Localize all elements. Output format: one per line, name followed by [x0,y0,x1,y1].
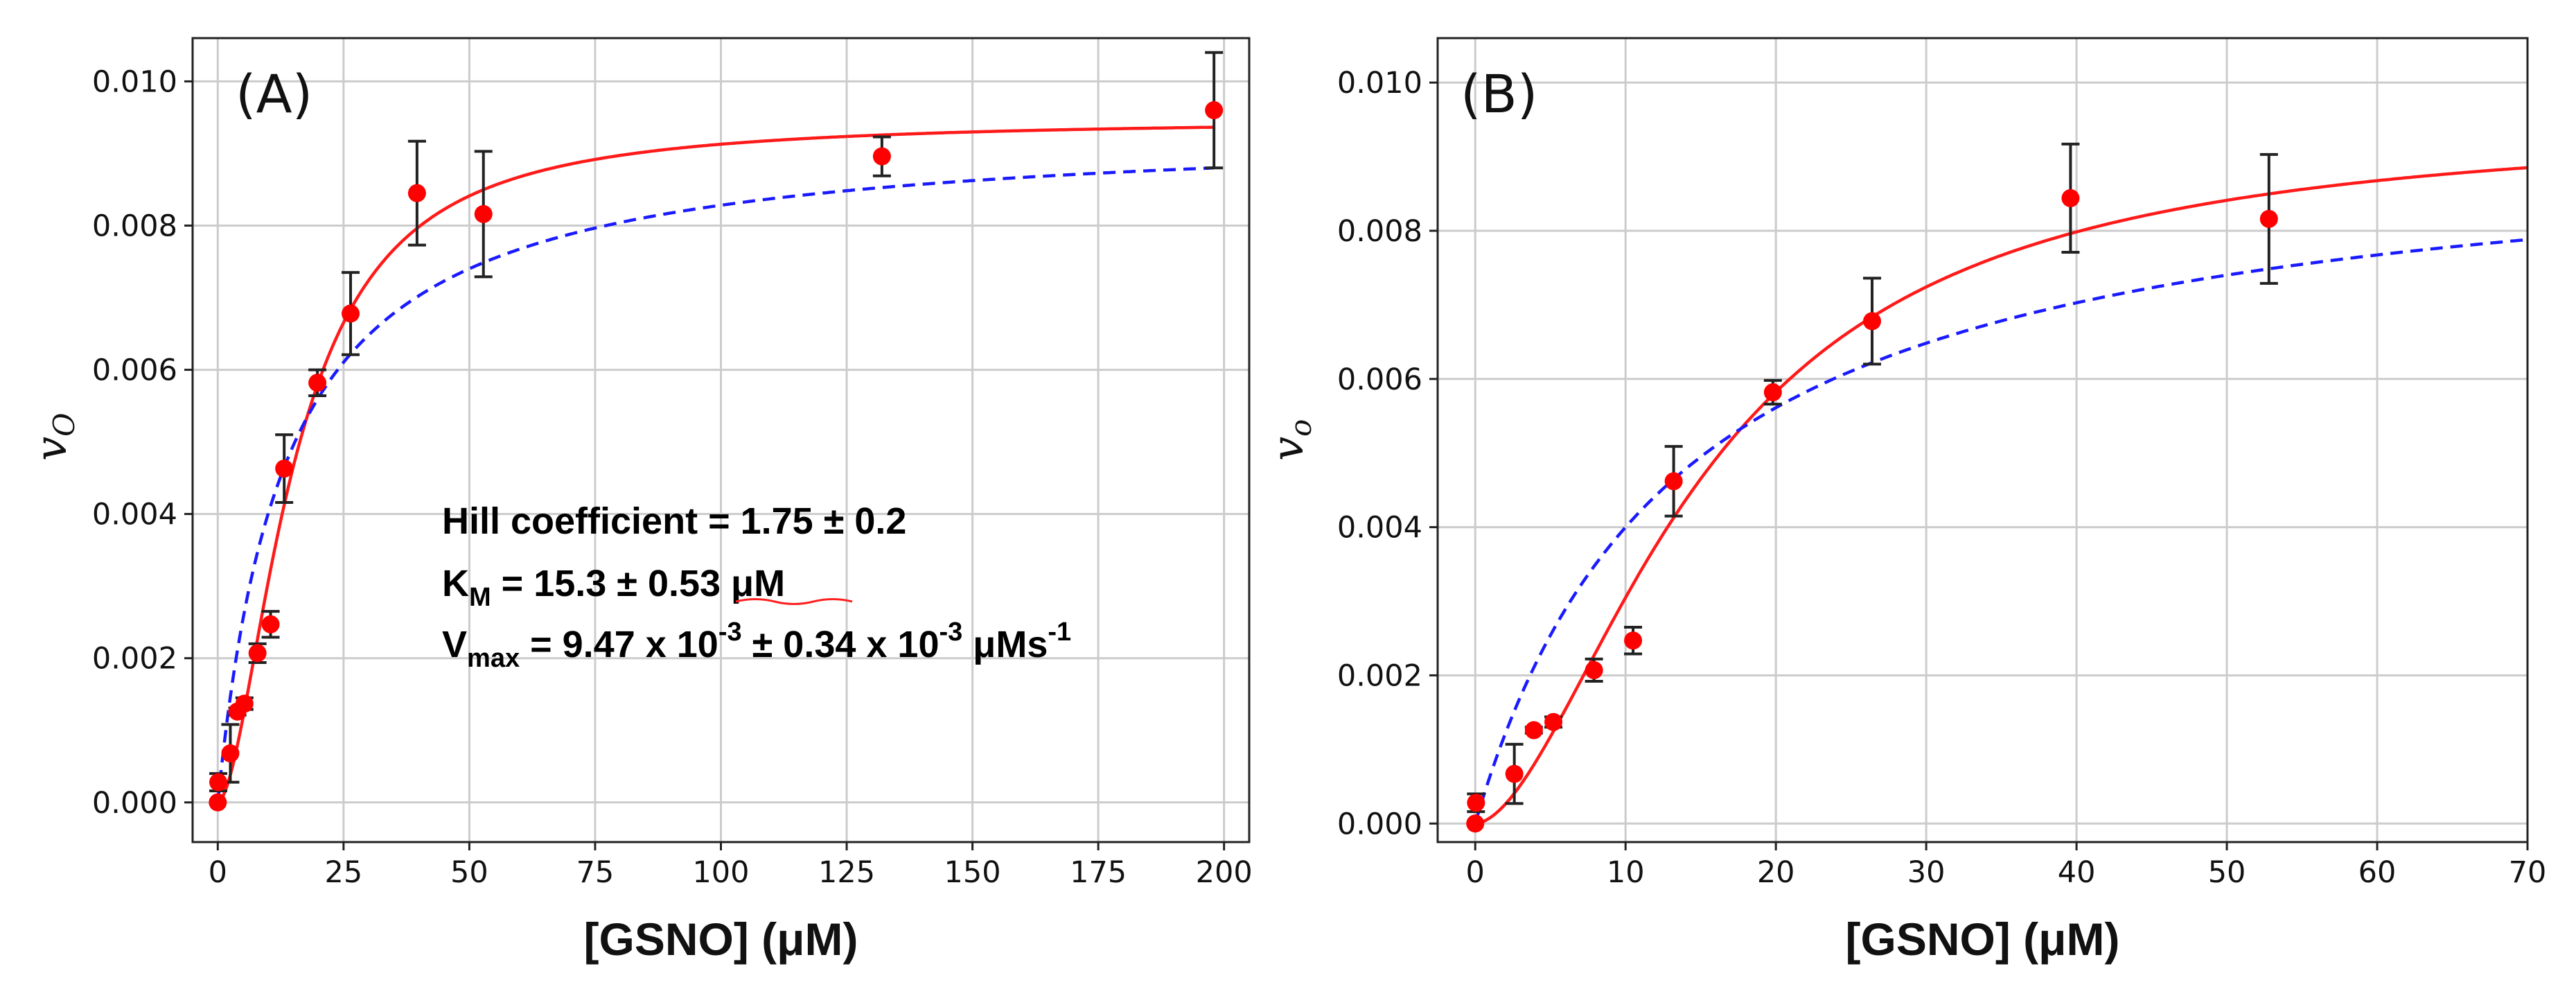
chart-a-ytick-label-0: 0.000 [92,786,177,821]
annotation-vmax: Vmax = 9.47 x 10-3 ± 0.34 x 10-3 μMs-1 [442,618,1071,673]
chart-a-ytick-label-4: 0.008 [92,209,177,243]
chart-a-data-point-7 [275,459,294,478]
annotation-vmax-exp2: -3 [939,618,963,647]
chart-b-ytick-label-4: 0.008 [1337,214,1422,249]
chart-b-xtick-label-3: 30 [1907,855,1946,890]
chart-b-x-axis-title: [GSNO] (μM) [1846,913,2120,965]
chart-a-ytick-label-3: 0.006 [92,353,177,388]
annotation-km-sub: M [469,583,491,612]
chart-a-xtick-label-2: 50 [450,855,488,890]
chart-b-data-points [1466,189,2278,833]
chart-a-data-point-6 [261,615,280,633]
chart-b-data-point-5 [1585,660,1603,679]
chart-b-ytick-label-3: 0.006 [1337,362,1422,397]
chart-b-xtick-label-4: 40 [2058,855,2096,890]
annotation-spellcheck-underline [735,598,853,605]
chart-b-y-axis-title-main: v [1262,437,1313,461]
chart-a-data-point-10 [407,184,426,202]
chart-a-xtick-label-8: 200 [1196,855,1253,890]
chart-b-xtick-label-6: 60 [2358,855,2397,890]
annotation-vmax-unit: μMs [962,624,1048,665]
chart-b-plot-frame [1436,37,2529,843]
chart-b-data-point-0 [1466,814,1485,833]
chart-b-ticks: 0 10 20 30 40 50 60 70 0.000 0.002 0.004 0.006 0.008… [1337,66,2546,890]
chart-a-panel-label: (A) [236,63,312,125]
chart-b-gridlines [1438,38,2529,842]
chart-b-data-point-7 [1664,472,1683,491]
chart-a-fit-curves [216,125,1215,804]
annotation-hill-coefficient: Hill coefficient = 1.75 ± 0.2 [442,500,906,542]
chart-a-x-axis-title: [GSNO] (μM) [584,913,858,965]
chart-b-y-axis-title: vo [1262,419,1318,461]
chart-b-error-bars [1467,142,2278,814]
chart-a-xtick-label-5: 125 [818,855,875,890]
chart-b-xtick-label-1: 10 [1607,855,1645,890]
chart-a-xtick-label-0: 0 [209,855,227,890]
chart-panel-b: 0 10 20 30 40 50 60 70 0.000 0.002 0.004 0.006 0.008… [1262,37,2546,965]
chart-b-ytick-label-5: 0.010 [1337,66,1422,100]
chart-a-xtick-label-4: 100 [692,855,749,890]
chart-a-ytick-label-5: 0.010 [92,64,177,99]
chart-a-hill-fit-line [217,125,1215,804]
chart-a-data-point-4 [235,694,254,713]
chart-b-data-point-11 [2259,209,2278,228]
chart-a-y-axis-title-sub: O [47,413,81,437]
annotation-vmax-error: ± 0.34 x 10 [742,624,939,665]
chart-a-data-point-8 [308,374,327,392]
annotation-vmax-prefix: V [442,624,467,665]
chart-b-ytick-label-2: 0.004 [1337,511,1422,545]
chart-a-y-axis-title-main: v [26,437,76,461]
chart-a-data-point-0 [209,793,227,812]
annotation-km-unit: μM [731,563,785,604]
chart-b-hill-fit-line [1474,166,2528,825]
annotation-km-prefix: K [442,563,469,604]
chart-a-xtick-label-3: 75 [576,855,615,890]
chart-b-data-point-3 [1524,721,1543,739]
chart-a-xtick-label-7: 175 [1070,855,1127,890]
chart-a-xtick-label-6: 150 [944,855,1001,890]
annotation-km-value: = 15.3 ± 0.53 [491,563,731,604]
chart-b-ytick-label-1: 0.002 [1337,658,1422,693]
chart-b-data-point-9 [1863,312,1882,331]
chart-b-ytick-label-0: 0.000 [1337,807,1422,841]
chart-a-data-point-12 [872,147,891,166]
annotation-vmax-exp3: -1 [1048,618,1071,647]
chart-a-data-point-13 [1205,101,1224,120]
chart-a-fit-annotation: Hill coefficient = 1.75 ± 0.2 KM = 15.3 … [442,500,1071,673]
chart-b-y-axis-title-sub: o [1284,419,1318,437]
annotation-vmax-exp1: -3 [718,618,742,647]
chart-a-data-point-5 [248,644,267,663]
chart-b-fit-curves [1474,166,2528,825]
annotation-vmax-sub: max [467,644,520,673]
chart-a-ytick-label-1: 0.002 [92,642,177,676]
chart-a-data-point-9 [342,304,360,323]
chart-b-data-point-10 [2061,189,2080,207]
chart-b-mm-fit-line [1474,238,2528,824]
chart-b-panel-label: (B) [1461,63,1537,125]
chart-a-mm-fit-line [216,166,1215,803]
chart-a-y-axis-title: vO [26,413,81,461]
chart-b-xtick-label-2: 20 [1757,855,1795,890]
chart-b-data-point-8 [1763,383,1782,402]
chart-b-xtick-label-0: 0 [1466,855,1485,890]
chart-a-data-point-2 [221,744,240,763]
chart-b-xtick-label-5: 50 [2208,855,2246,890]
chart-a-data-points [209,101,1224,812]
chart-panel-a: 0 25 50 75 100 125 150 175 200 0.000 0.002 0.004 0.0… [26,37,1253,965]
chart-a-data-point-1 [209,773,228,791]
chart-a-error-bars [209,51,1224,793]
chart-a-ytick-label-2: 0.004 [92,498,177,532]
chart-b-data-point-2 [1505,764,1524,783]
chart-b-data-point-4 [1544,712,1563,731]
chart-a-ticks: 0 25 50 75 100 125 150 175 200 0.000 0.002 0.004 0.0… [92,64,1253,890]
chart-a-data-point-11 [474,204,493,223]
annotation-vmax-value: = 9.47 x 10 [520,624,718,665]
chart-b-data-point-6 [1624,631,1643,650]
chart-b-data-point-1 [1467,794,1485,812]
chart-a-xtick-label-1: 25 [324,855,362,890]
chart-a-gridlines [193,38,1249,842]
annotation-km: KM = 15.3 ± 0.53 μM [442,563,785,612]
chart-b-xtick-label-7: 70 [2509,855,2547,890]
